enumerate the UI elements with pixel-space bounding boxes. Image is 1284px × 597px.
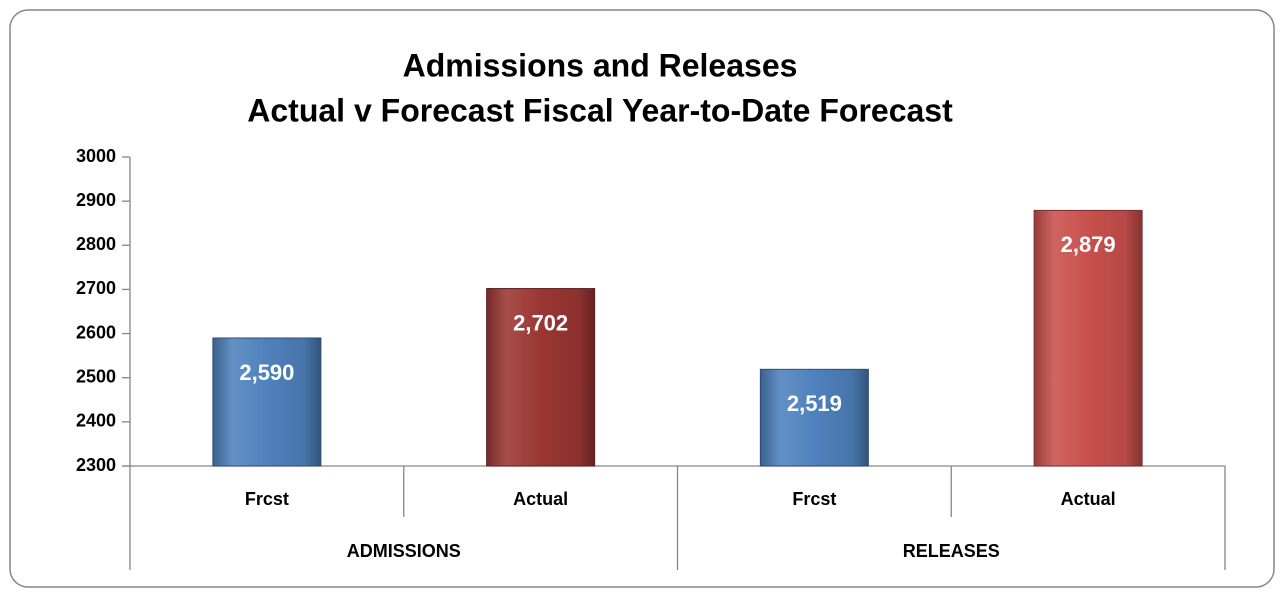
x-tick-label: Actual	[513, 489, 568, 509]
group-label: RELEASES	[903, 541, 1000, 561]
bar	[759, 368, 869, 467]
y-tick-label: 2300	[76, 455, 116, 475]
chart-subtitle: Actual v Forecast Fiscal Year-to-Date Fo…	[247, 92, 953, 128]
bar	[1033, 209, 1143, 467]
y-tick-label: 2400	[76, 411, 116, 431]
y-tick-label: 2900	[76, 190, 116, 210]
y-tick-label: 2800	[76, 234, 116, 254]
x-tick-label: Actual	[1061, 489, 1116, 509]
x-tick-label: Frcst	[792, 489, 836, 509]
group-label: ADMISSIONS	[347, 541, 461, 561]
chart-frame	[9, 9, 1275, 588]
value-label: 2,702	[513, 310, 568, 335]
y-tick-label: 2600	[76, 322, 116, 342]
y-tick-label: 3000	[76, 146, 116, 166]
bar	[212, 337, 322, 467]
y-tick-label: 2500	[76, 366, 116, 386]
value-label: 2,519	[787, 391, 842, 416]
bar	[486, 288, 596, 467]
y-tick-label: 2700	[76, 278, 116, 298]
value-label: 2,879	[1061, 232, 1116, 257]
x-tick-label: Frcst	[245, 489, 289, 509]
value-label: 2,590	[239, 360, 294, 385]
chart-title: Admissions and Releases	[403, 47, 798, 83]
